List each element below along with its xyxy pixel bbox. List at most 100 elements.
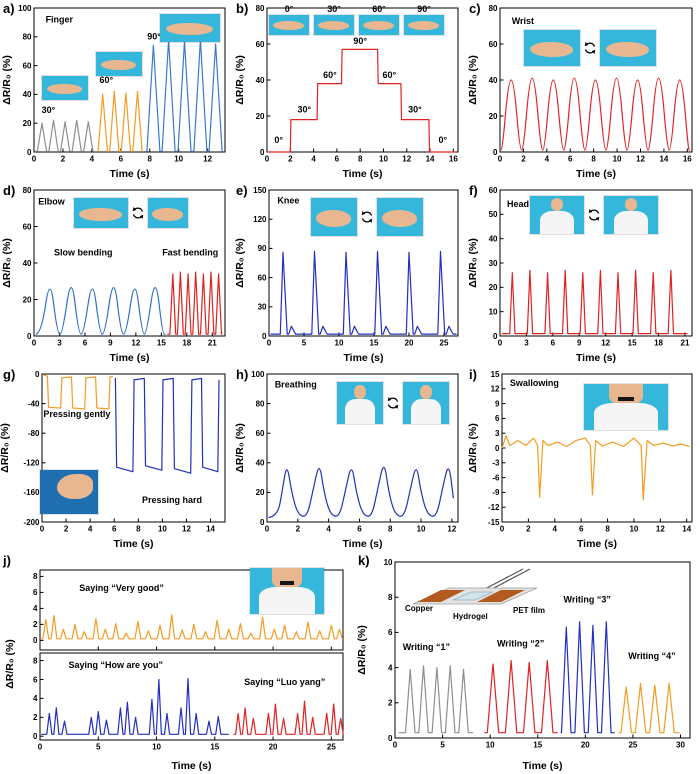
svg-text:ΔR/R₀ (%): ΔR/R₀ (%)	[234, 423, 246, 473]
svg-text:90: 90	[258, 244, 267, 253]
svg-text:Time (s): Time (s)	[522, 760, 562, 772]
cycle-arrows-icon	[361, 211, 373, 223]
svg-text:Fast bending: Fast bending	[162, 248, 218, 258]
svg-text:Time (s): Time (s)	[576, 168, 616, 180]
svg-text:0: 0	[495, 444, 500, 453]
panel-e: e) 0 5 10 15 20 25 0 30 60 90 120 150 Knee Time (s) ΔR…	[233, 182, 466, 366]
inset-photo-finger-pressing	[40, 470, 98, 514]
svg-text:8: 8	[33, 572, 38, 581]
svg-text:15: 15	[210, 743, 219, 752]
chart-knee-bending: 0 5 10 15 20 25 0 30 60 90 120 150 Knee Time (s) ΔR/R₀…	[234, 186, 459, 364]
svg-text:60: 60	[23, 61, 32, 70]
inset-photo-wrist-straight	[600, 30, 656, 66]
inset-photo-wrist-bent	[524, 30, 580, 66]
svg-text:12: 12	[131, 339, 140, 348]
inset-photo-finger-60deg	[96, 52, 142, 76]
svg-text:50: 50	[489, 210, 498, 219]
inset-photo-exhale	[403, 382, 449, 424]
chart-pressing: 0 2 4 6 8 10 12 14 0 -40 -80 -120 -160 -200 Pressing g…	[0, 370, 226, 550]
svg-text:12: 12	[182, 525, 191, 534]
chart-writing-numbers: 0 5 10 15 20 25 30 0 2 4 6 8 10 Writing “1” Writing “2…	[356, 558, 691, 772]
svg-text:10: 10	[489, 307, 498, 316]
svg-text:-160: -160	[23, 488, 40, 497]
svg-text:ΔR/R₀ (%): ΔR/R₀ (%)	[467, 423, 479, 473]
svg-text:0: 0	[265, 525, 270, 534]
panel-j: j) ΔR/R₀ (%) 0 2 4 6 8 Saying “Very good” 0 5 1…	[0, 552, 355, 774]
svg-text:20: 20	[489, 112, 498, 121]
svg-text:18: 18	[182, 339, 191, 348]
inset-label-0deg: 0°	[284, 4, 294, 14]
svg-text:-6: -6	[492, 473, 500, 482]
inset-label-60deg: 60°	[372, 4, 386, 14]
svg-text:12: 12	[491, 385, 500, 394]
svg-text:ΔR/R₀ (%): ΔR/R₀ (%)	[1, 55, 13, 105]
svg-text:Pressing hard: Pressing hard	[142, 495, 202, 505]
svg-text:4: 4	[88, 525, 93, 534]
svg-text:8: 8	[388, 593, 393, 602]
inset-label-30deg: 30°	[327, 4, 341, 14]
svg-text:-15: -15	[488, 518, 500, 527]
svg-text:60: 60	[258, 273, 267, 282]
svg-text:Time (s): Time (s)	[171, 760, 211, 772]
svg-text:2: 2	[388, 699, 393, 708]
svg-text:14: 14	[206, 525, 215, 534]
svg-text:-40: -40	[28, 399, 40, 408]
svg-text:5: 5	[440, 741, 445, 750]
svg-text:Slow bending: Slow bending	[54, 248, 113, 258]
svg-text:Time (s): Time (s)	[576, 352, 616, 364]
panel-label-e: e)	[236, 183, 248, 198]
svg-text:Writing “3”: Writing “3”	[564, 594, 611, 604]
svg-text:100: 100	[251, 370, 265, 379]
svg-text:4: 4	[33, 604, 38, 613]
svg-text:10: 10	[335, 339, 344, 348]
svg-text:0: 0	[265, 155, 270, 164]
svg-text:15: 15	[533, 741, 542, 750]
panel-label-h: h)	[236, 367, 249, 382]
svg-text:0: 0	[40, 525, 45, 534]
panel-d: d) 0 3 6 9 12 15 18 21 0 20 40 60 80 Elbow Slow bendin…	[0, 182, 233, 366]
svg-text:14: 14	[659, 155, 668, 164]
svg-text:60°: 60°	[100, 75, 114, 85]
svg-text:12: 12	[601, 339, 610, 348]
svg-text:10: 10	[613, 155, 622, 164]
svg-text:Breathing: Breathing	[275, 379, 317, 389]
svg-text:8: 8	[388, 525, 393, 534]
svg-text:16: 16	[449, 155, 458, 164]
svg-text:6: 6	[551, 339, 556, 348]
svg-text:-3: -3	[492, 459, 500, 468]
inset-photo-finger-90deg	[160, 14, 220, 42]
svg-text:2: 2	[33, 620, 38, 629]
svg-text:3: 3	[524, 339, 529, 348]
svg-text:30°: 30°	[297, 104, 311, 114]
svg-text:40: 40	[489, 76, 498, 85]
chart-bending-angle-steps: 0 2 4 6 8 10 12 14 160204060800°30°60°90°60°30°0…	[234, 4, 459, 180]
svg-text:60°: 60°	[382, 70, 396, 80]
inset-photo-head-down	[604, 196, 658, 234]
svg-text:10: 10	[384, 558, 393, 567]
panel-label-j: j)	[3, 553, 11, 568]
inset-photo-elbow-bent	[148, 198, 188, 228]
svg-text:0: 0	[38, 743, 43, 752]
svg-text:12: 12	[203, 155, 212, 164]
svg-text:10: 10	[152, 743, 161, 752]
svg-text:0: 0	[33, 636, 38, 645]
svg-text:100: 100	[18, 4, 32, 13]
svg-text:Finger: Finger	[46, 14, 74, 24]
svg-text:12: 12	[656, 525, 665, 534]
svg-text:40: 40	[256, 76, 265, 85]
inset-photo-inhale	[337, 382, 383, 424]
svg-text:5: 5	[96, 743, 101, 752]
svg-text:15: 15	[628, 339, 637, 348]
svg-text:Time (s): Time (s)	[109, 352, 149, 364]
inset-photos-knee	[311, 198, 423, 236]
svg-text:2: 2	[521, 155, 526, 164]
svg-text:6: 6	[388, 628, 393, 637]
svg-text:6: 6	[33, 588, 38, 597]
svg-text:14: 14	[682, 525, 691, 534]
schematic-label-hydrogel: Hydrogel	[453, 612, 488, 621]
svg-text:30: 30	[676, 741, 685, 750]
svg-text:-9: -9	[492, 488, 500, 497]
row-1: a) 0 2 4 6 8 10 12 0 20 40 60 80 100 Finger 30° 60° 90° T…	[0, 0, 700, 182]
svg-text:20: 20	[256, 488, 265, 497]
svg-text:25: 25	[440, 339, 449, 348]
